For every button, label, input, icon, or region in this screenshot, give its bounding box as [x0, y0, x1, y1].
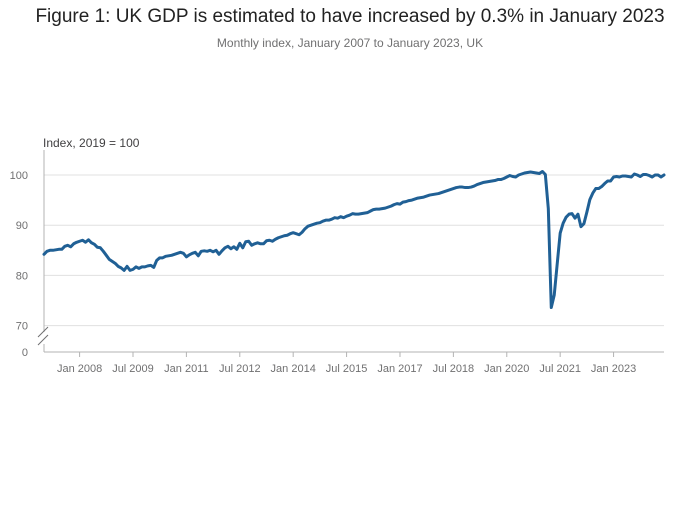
gridlines — [44, 174, 664, 353]
y-tick-label: 100 — [10, 170, 28, 182]
y-tick-label: 0 — [22, 347, 28, 359]
x-tick-label: Jan 2014 — [271, 363, 316, 375]
x-tick-label: Jul 2012 — [219, 363, 261, 375]
axis-break-mark — [37, 326, 49, 346]
y-tick-label: 80 — [16, 270, 28, 282]
y-tick-label: 90 — [16, 220, 28, 232]
x-tick-label: Jan 2017 — [377, 363, 422, 375]
x-tick-label: Jan 2020 — [484, 363, 529, 375]
chart-title: Figure 1: UK GDP is estimated to have in… — [35, 6, 665, 27]
chart-subtitle: Monthly index, January 2007 to January 2… — [216, 36, 484, 50]
tick-labels: 0 70 80 90 100 Jan 2008 Jul 2009 Jan 2011 Jul 20… — [10, 170, 637, 375]
x-tick-label: Jul 2009 — [112, 363, 154, 375]
x-tick-label: Jul 2015 — [326, 363, 368, 375]
x-tick-label: Jul 2021 — [539, 363, 581, 375]
y-tick-label: 70 — [16, 321, 28, 333]
x-tick-label: Jan 2011 — [164, 363, 208, 375]
x-tick-label: Jan 2008 — [57, 363, 102, 375]
axes — [37, 150, 615, 357]
x-tick-label: Jul 2018 — [433, 363, 475, 375]
gdp-series-line — [42, 169, 666, 310]
x-tick-label: Jan 2023 — [591, 363, 636, 375]
y-axis-label: Index, 2019 = 100 — [43, 136, 140, 150]
